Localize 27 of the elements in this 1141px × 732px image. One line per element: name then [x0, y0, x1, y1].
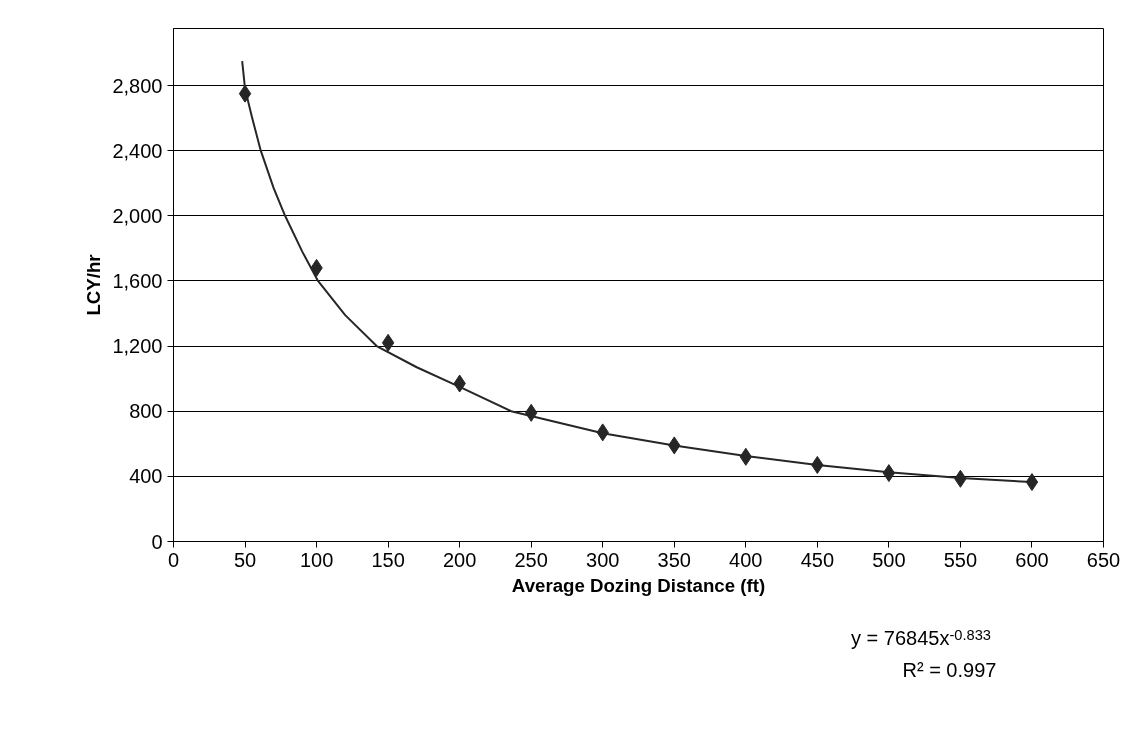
point: [381, 333, 395, 352]
text: R² = 0.997: [902, 658, 997, 681]
x-axis-title: Average Dozing Distance (ft): [511, 574, 766, 596]
x-tick-label: 200: [442, 548, 477, 571]
x-tick-label: 300: [586, 548, 620, 571]
x-tick-label: 50: [233, 548, 257, 571]
x-tick-label: 350: [657, 548, 691, 571]
x-tick-label: 400: [729, 548, 763, 571]
y-tick-label: 400: [129, 465, 163, 488]
y-tick-label: 1,600: [112, 269, 163, 292]
y-axis-title: LCY/hr: [83, 254, 105, 316]
y-tick-label: 800: [129, 400, 163, 423]
y-tick-label: 2,000: [112, 204, 163, 227]
x-tick-label: 250: [514, 548, 548, 571]
y-tick-label: 2,400: [112, 139, 163, 162]
x-tick-label: 0: [167, 548, 180, 571]
x-tick-label: 550: [943, 548, 978, 571]
x-tick-label: 600: [1015, 548, 1049, 571]
point: [1025, 473, 1039, 492]
x-tick-label: 650: [1086, 548, 1121, 571]
y-tick-label: 1,200: [112, 335, 163, 358]
x-tick-label: 100: [299, 548, 334, 571]
y-tick-label: 2,800: [112, 74, 163, 97]
x-tick-label: 150: [371, 548, 405, 571]
x-tick-label: 500: [872, 548, 906, 571]
y-tick-label: 0: [151, 530, 163, 553]
x-tick-label: 450: [800, 548, 835, 571]
